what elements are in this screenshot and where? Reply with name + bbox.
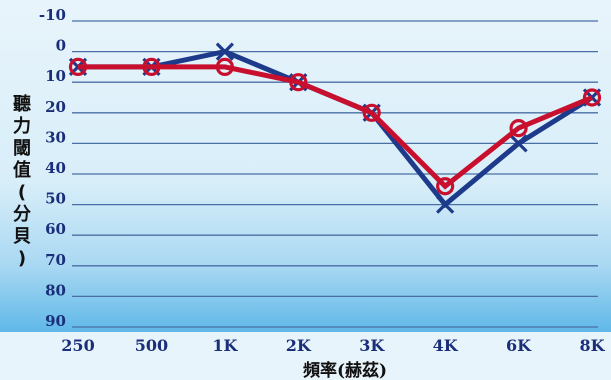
y-tick-label: 50 — [45, 190, 66, 208]
series-group — [68, 42, 602, 214]
y-axis-label-char: 聽 — [13, 93, 31, 115]
y-tick-label: 70 — [45, 251, 66, 269]
y-tick-label: -10 — [39, 6, 66, 24]
x-tick-label: 3K — [359, 336, 385, 355]
circle-marker — [68, 57, 88, 77]
y-axis-label-char: 貝 — [13, 226, 31, 247]
y-tick-label: 40 — [45, 159, 66, 177]
y-tick-label: 10 — [45, 67, 66, 85]
series-line — [78, 64, 593, 190]
plot-background — [0, 0, 611, 332]
x-axis-label: 頻率(赫茲) — [302, 360, 387, 380]
y-axis-label-char: 力 — [13, 116, 31, 137]
y-tick-labels: -10 0 10 20 30 40 50 60 70 80 90 — [39, 6, 66, 330]
x-tick-label: 1K — [212, 336, 238, 355]
y-tick-label: 30 — [45, 128, 66, 146]
circle-marker — [436, 177, 455, 196]
y-tick-label: 60 — [45, 220, 66, 238]
x-tick-label: 2K — [286, 336, 312, 355]
circle-marker — [582, 88, 602, 107]
series-circle-markers — [68, 57, 602, 196]
y-tick-label: 0 — [56, 37, 66, 55]
y-axis-label-char: 閾 — [13, 138, 31, 159]
y-tick-label: 20 — [45, 98, 66, 116]
y-axis-label-char: 值 — [13, 159, 31, 181]
x-marker — [215, 42, 234, 61]
circle-marker — [215, 57, 234, 77]
circle-marker — [362, 103, 381, 122]
x-marker — [509, 134, 528, 153]
y-axis-label-char: 分 — [13, 204, 31, 225]
circle-marker — [509, 119, 528, 138]
circle-marker — [142, 57, 161, 77]
y-tick-label: 90 — [45, 312, 66, 330]
x-tick-label: 250 — [61, 336, 94, 355]
x-marker — [436, 195, 455, 214]
circle-marker — [289, 73, 308, 92]
y-axis-label-char: ( — [18, 182, 26, 203]
grid-lines — [72, 20, 598, 328]
x-tick-label: 6K — [506, 336, 532, 355]
x-tick-label: 500 — [135, 336, 168, 355]
y-tick-label: 80 — [45, 281, 66, 299]
y-axis-label: 聽力閾值(分貝) — [13, 93, 31, 269]
x-tick-label: 4K — [433, 336, 459, 355]
y-axis-label-char: ) — [18, 248, 26, 269]
x-tick-label: 8K — [579, 336, 605, 355]
x-tick-labels: 250 500 1K 2K 3K 4K 6K 8K — [61, 336, 605, 355]
